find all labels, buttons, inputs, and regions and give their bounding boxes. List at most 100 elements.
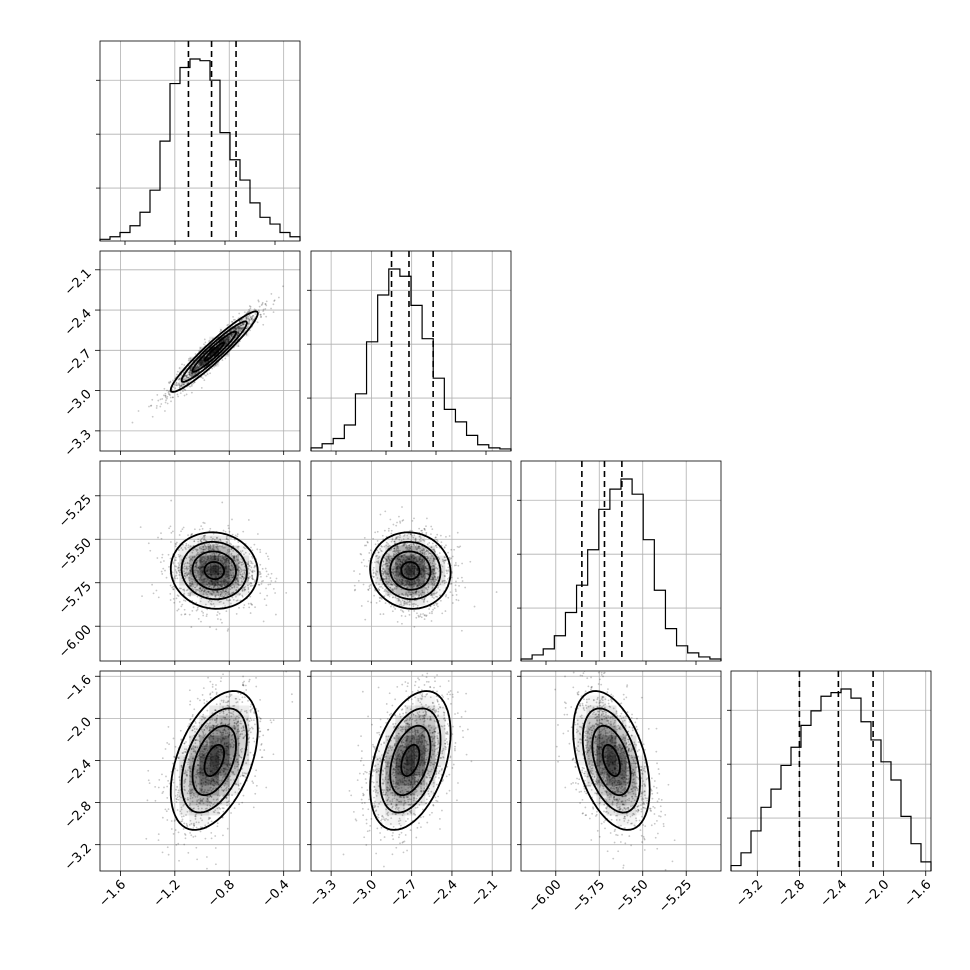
scatter-point: [201, 527, 204, 530]
scatter-point: [384, 562, 387, 565]
scatter-point: [175, 543, 177, 546]
scatter-point: [185, 557, 188, 560]
scatter-point: [436, 567, 439, 570]
scatter-point: [230, 334, 233, 337]
scatter-point: [212, 724, 215, 727]
scatter-point: [187, 573, 190, 575]
scatter-point: [226, 804, 228, 807]
scatter-point: [214, 863, 217, 866]
scatter-point: [238, 562, 240, 565]
scatter-point: [221, 543, 224, 546]
scatter-point: [159, 405, 162, 408]
scatter-point: [396, 550, 399, 552]
scatter-point: [411, 591, 414, 594]
scatter-point: [242, 606, 245, 609]
scatter-point: [174, 575, 176, 578]
scatter-point: [237, 345, 240, 348]
scatter-point: [401, 592, 403, 595]
scatter-point: [231, 564, 233, 566]
scatter-point: [273, 300, 276, 302]
scatter-point: [202, 548, 205, 551]
scatter-point: [431, 594, 434, 597]
scatter-point: [194, 565, 197, 567]
scatter-point: [215, 537, 218, 539]
scatter-point: [188, 565, 191, 568]
scatter-point: [421, 551, 424, 554]
scatter-point: [236, 563, 238, 566]
scatter-point: [404, 593, 407, 596]
scatter-point: [197, 794, 199, 796]
scatter-point: [235, 758, 238, 761]
scatter-point: [219, 731, 222, 734]
scatter-point: [165, 399, 167, 402]
scatter-point: [407, 532, 410, 535]
scatter-point: [439, 583, 442, 586]
scatter-point: [209, 547, 212, 549]
scatter-point: [197, 566, 200, 569]
scatter-point: [232, 568, 235, 571]
scatter-point: [194, 590, 197, 593]
scatter-point: [235, 328, 237, 331]
scatter-point: [214, 719, 216, 722]
scatter-point: [215, 594, 217, 597]
scatter-point: [387, 545, 390, 548]
scatter-point: [222, 810, 225, 813]
scatter-point: [230, 574, 233, 577]
scatter-point: [262, 308, 265, 311]
scatter-point: [200, 789, 203, 792]
scatter-point: [433, 569, 436, 572]
scatter-point: [252, 578, 255, 581]
scatter-point: [174, 542, 177, 545]
scatter-point: [235, 599, 238, 602]
scatter-point: [240, 568, 243, 571]
scatter-point: [184, 600, 187, 602]
scatter-point: [199, 798, 202, 800]
scatter-point: [190, 385, 193, 387]
scatter-point: [245, 772, 247, 775]
scatter-point: [403, 602, 405, 604]
scatter-point: [238, 327, 241, 330]
scatter-point: [239, 325, 241, 328]
scatter-point: [236, 332, 239, 334]
scatter-point: [412, 585, 415, 588]
scatter-point: [402, 554, 405, 556]
scatter-point: [221, 621, 223, 624]
scatter-point: [368, 587, 371, 590]
scatter-point: [244, 572, 246, 575]
scatter-point: [212, 590, 215, 593]
scatter-point: [241, 575, 244, 578]
scatter-point: [180, 613, 183, 616]
scatter-point: [272, 719, 275, 722]
scatter-point: [377, 551, 380, 554]
scatter-point: [264, 308, 267, 310]
scatter-point: [254, 565, 257, 568]
scatter-point: [195, 366, 198, 369]
scatter-point: [407, 537, 409, 540]
scatter-point: [258, 305, 261, 308]
scatter-point: [239, 584, 242, 586]
scatter-point: [232, 591, 235, 594]
density-cell: [395, 555, 406, 566]
scatter-point: [169, 557, 172, 560]
scatter-point: [227, 794, 230, 797]
scatter-point: [383, 568, 386, 571]
scatter-point: [418, 545, 421, 548]
contour-line: [180, 320, 248, 383]
scatter-point: [208, 599, 211, 602]
scatter-point: [165, 576, 168, 579]
scatter-point: [192, 836, 195, 838]
scatter-point: [183, 565, 186, 568]
scatter-point: [196, 773, 199, 776]
scatter-point: [251, 576, 254, 579]
scatter-point: [186, 574, 188, 577]
scatter-point: [253, 543, 256, 546]
scatter-point: [402, 544, 405, 547]
scatter-point: [239, 733, 242, 735]
scatter-point: [208, 340, 211, 342]
scatter-point: [219, 545, 221, 547]
scatter-point: [203, 590, 206, 593]
density-cell: [405, 575, 416, 586]
scatter-point: [249, 612, 252, 614]
scatter-point: [202, 593, 205, 595]
scatter-point: [428, 559, 431, 562]
